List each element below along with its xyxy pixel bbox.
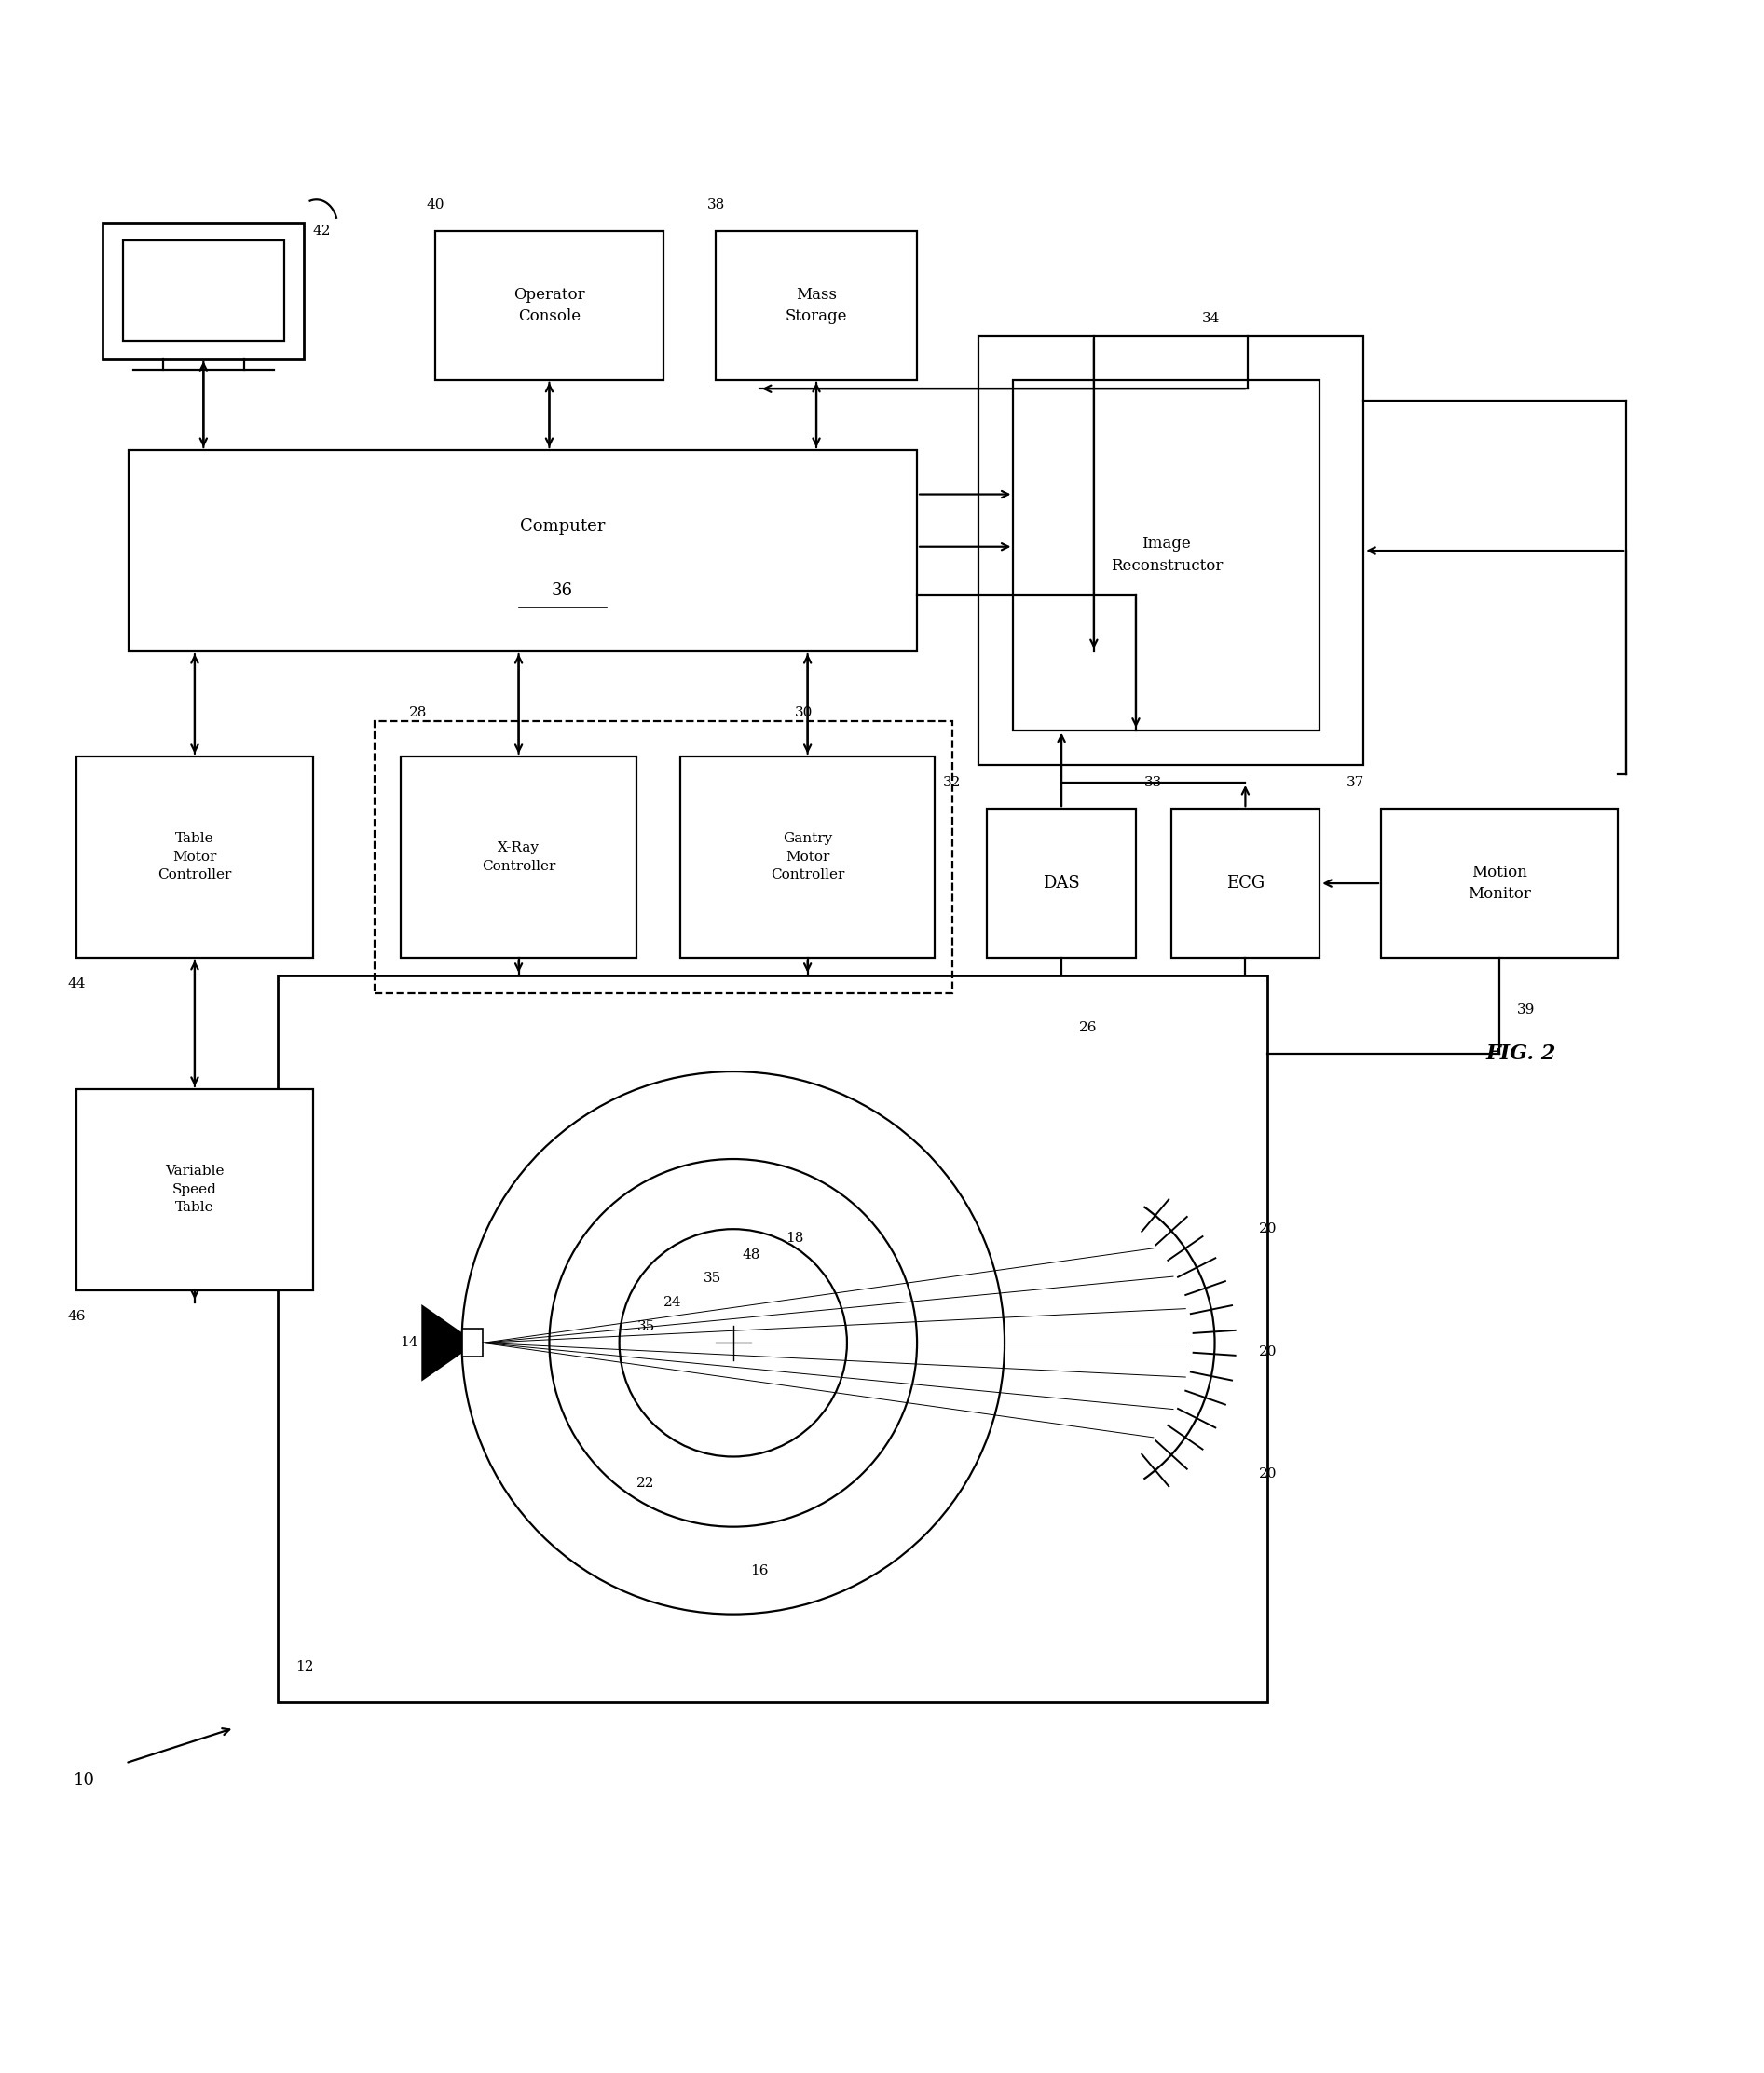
Bar bbox=[681, 757, 935, 958]
Text: 10: 10 bbox=[72, 1772, 95, 1789]
Text: 26: 26 bbox=[1080, 1022, 1097, 1034]
Text: 42: 42 bbox=[312, 224, 332, 238]
Text: Variable
Speed
Table: Variable Speed Table bbox=[166, 1165, 224, 1215]
Text: 37: 37 bbox=[1346, 775, 1364, 790]
Text: 32: 32 bbox=[944, 775, 961, 790]
Bar bbox=[76, 1088, 312, 1289]
Text: 16: 16 bbox=[751, 1563, 769, 1578]
Text: 20: 20 bbox=[1258, 1345, 1277, 1358]
Bar bbox=[716, 232, 917, 379]
Text: 24: 24 bbox=[663, 1296, 681, 1310]
Text: 35: 35 bbox=[704, 1271, 721, 1285]
Text: 20: 20 bbox=[1258, 1223, 1277, 1236]
Text: 35: 35 bbox=[637, 1321, 654, 1333]
Text: 28: 28 bbox=[409, 707, 427, 719]
Bar bbox=[129, 450, 917, 651]
Text: Image
Reconstructor: Image Reconstructor bbox=[1111, 537, 1222, 574]
Text: Table
Motor
Controller: Table Motor Controller bbox=[157, 833, 231, 881]
Text: 48: 48 bbox=[743, 1248, 760, 1262]
Text: 40: 40 bbox=[427, 199, 445, 211]
Text: 46: 46 bbox=[67, 1310, 86, 1323]
Text: Computer: Computer bbox=[520, 518, 605, 535]
Bar bbox=[279, 974, 1267, 1702]
Text: 34: 34 bbox=[1201, 313, 1219, 325]
Bar bbox=[988, 808, 1136, 958]
Text: 38: 38 bbox=[707, 199, 725, 211]
Bar bbox=[979, 336, 1364, 765]
Bar bbox=[1013, 379, 1319, 730]
Text: Operator
Console: Operator Console bbox=[513, 286, 586, 325]
Text: Gantry
Motor
Controller: Gantry Motor Controller bbox=[771, 833, 845, 881]
Bar bbox=[1171, 808, 1319, 958]
Bar bbox=[436, 232, 663, 379]
Text: ECG: ECG bbox=[1226, 875, 1265, 891]
Text: 36: 36 bbox=[552, 583, 573, 599]
Text: 33: 33 bbox=[1145, 775, 1162, 790]
Bar bbox=[462, 1329, 483, 1358]
Bar bbox=[374, 721, 953, 993]
Bar bbox=[400, 757, 637, 958]
Text: Motion
Monitor: Motion Monitor bbox=[1468, 864, 1531, 902]
Bar bbox=[123, 240, 284, 342]
Text: 20: 20 bbox=[1258, 1468, 1277, 1480]
Text: 12: 12 bbox=[295, 1660, 314, 1673]
Text: 39: 39 bbox=[1517, 1003, 1535, 1016]
Text: 14: 14 bbox=[400, 1337, 418, 1350]
Text: 22: 22 bbox=[637, 1476, 654, 1490]
Text: FIG. 2: FIG. 2 bbox=[1485, 1045, 1556, 1063]
Text: Mass
Storage: Mass Storage bbox=[785, 286, 847, 325]
Text: DAS: DAS bbox=[1043, 875, 1080, 891]
Text: 18: 18 bbox=[785, 1231, 804, 1244]
Text: X-Ray
Controller: X-Ray Controller bbox=[482, 842, 556, 873]
Polygon shape bbox=[422, 1304, 462, 1381]
Text: 30: 30 bbox=[796, 707, 813, 719]
Bar bbox=[1381, 808, 1618, 958]
Text: 44: 44 bbox=[67, 978, 86, 991]
Bar bbox=[102, 222, 303, 359]
Bar bbox=[76, 757, 312, 958]
